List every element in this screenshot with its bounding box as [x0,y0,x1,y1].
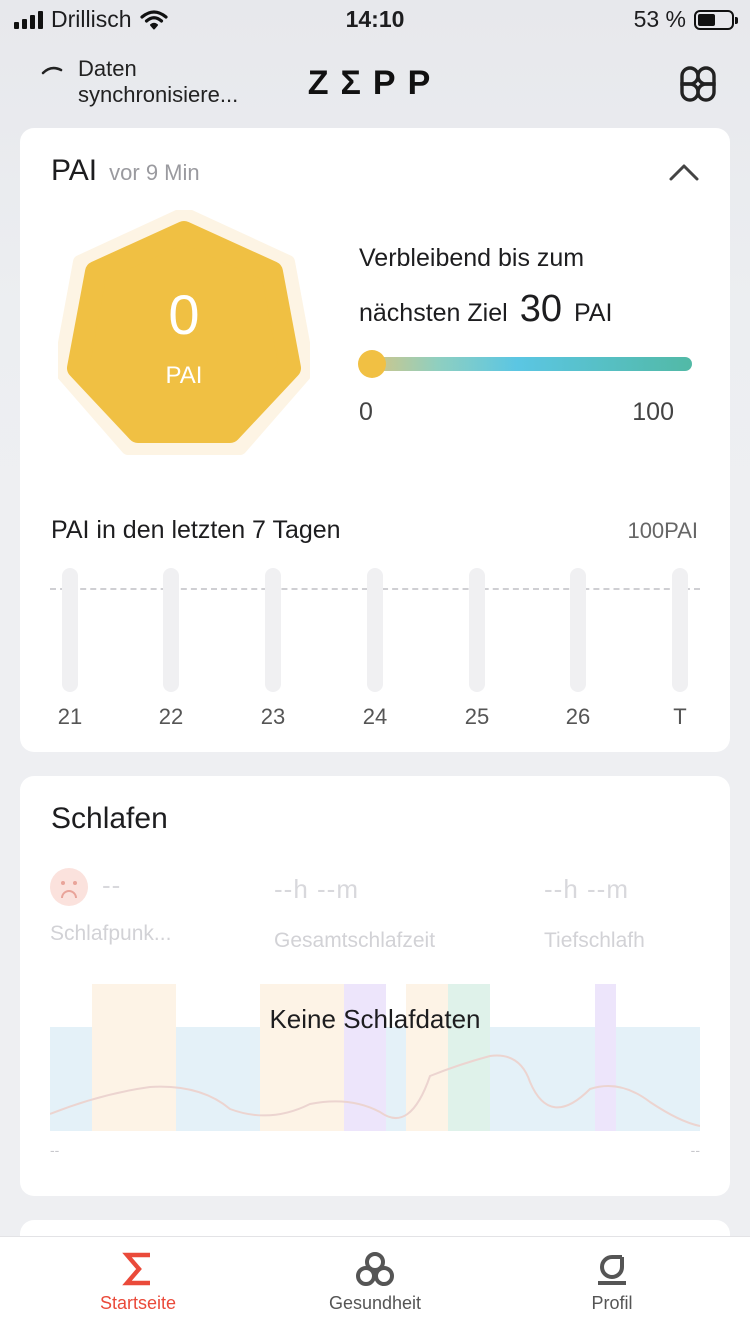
sleep-chart-placeholder [50,984,700,1134]
sleep-score-label: Schlafpunk... [50,922,172,945]
day-label: 25 [464,704,490,729]
sleep-score-metric: -- Schlafpunk... [50,868,171,946]
day-bar [672,568,688,692]
sleep-band-awake [92,984,176,1131]
day-label: 21 [57,704,83,729]
day-bar [62,568,78,692]
total-sleep-label: Gesamtschlafzeit [274,929,436,952]
remaining-value: 30 [519,288,562,330]
day-column[interactable]: 21 [50,566,90,730]
day-column[interactable]: 23 [253,566,293,730]
tab-profile-label: Profil [591,1293,633,1313]
pai-progress-bar [358,350,692,378]
remaining-text-1: Verbleibend bis zum [359,244,585,272]
tab-home-label: Startseite [99,1293,177,1313]
progress-track [374,357,692,371]
signal-icon [14,10,43,29]
battery-percent: 53 % [633,6,686,32]
sync-spinner-icon [41,66,63,75]
tab-health[interactable]: Gesundheit [275,1251,475,1314]
day-label: 26 [565,704,591,729]
sleep-title: Schlafen [51,802,168,835]
progress-min-label: 0 [359,398,373,426]
sync-text: Daten synchronisiere... [78,56,238,108]
sync-line-1: Daten [78,56,137,81]
progress-max-label: 100 [632,398,674,426]
pai-title: PAI [51,154,98,187]
card-grid-icon[interactable] [678,64,718,104]
tab-home[interactable]: Startseite [38,1251,238,1314]
bottom-tab-bar: Startseite Gesundheit Profil [0,1236,750,1334]
collapse-chevron-icon[interactable] [668,162,700,182]
day-column[interactable]: 22 [151,566,191,730]
pai-score-value: 0 [168,283,200,346]
status-time: 14:10 [345,6,405,32]
tab-profile[interactable]: Profil [512,1251,712,1314]
deep-sleep-label: Tiefschlafh [544,929,645,952]
sync-line-2: synchronisiere... [78,82,239,107]
health-knot-icon [356,1252,394,1286]
pai-card[interactable]: PAI vor 9 Min 0 PAI Verbleibend bis zum n… [20,128,730,752]
pai-title-row: PAI vor 9 Min [51,154,200,188]
day-bar [163,568,179,692]
sleep-band-awake [406,984,448,1131]
week-chart[interactable]: 21 22 23 24 25 26 T [50,566,700,736]
day-bar [469,568,485,692]
carrier-label: Drillisch [51,6,132,32]
pai-score-unit: PAI [165,362,203,389]
remaining-label: nächsten Ziel [359,299,508,327]
sleep-axis-end: -- [690,1142,700,1158]
sync-status[interactable]: Daten synchronisiere... [40,56,238,108]
battery-icon [694,9,738,30]
profile-icon [598,1255,626,1285]
sleep-axis-start: -- [50,1142,60,1158]
week-chart-title: PAI in den letzten 7 Tagen [51,516,341,544]
app-header: Daten synchronisiere... ZΣPP [0,50,750,120]
zepp-logo: ZΣPP [307,64,443,102]
status-bar: Drillisch 14:10 53 % [0,0,750,40]
day-column[interactable]: 25 [457,566,497,730]
sleep-curve [50,1054,700,1127]
sleep-score-value: -- [102,869,122,900]
status-right: 53 % [633,6,738,33]
day-column[interactable]: 24 [355,566,395,730]
day-label: 22 [158,704,184,729]
sleep-card[interactable]: Schlafen -- Schlafpunk... --h --m Gesamt… [20,776,730,1196]
progress-indicator [358,350,386,378]
remaining-unit: PAI [573,299,613,327]
deep-sleep-value: --h --m [544,874,629,904]
wifi-icon [139,9,168,29]
pai-heptagon-shape [53,207,315,455]
day-label: 23 [260,704,286,729]
week-chart-max: 100PAI [627,518,698,543]
no-sleep-data-label: Keine Schlafdaten [269,1004,481,1034]
sigma-home-icon [122,1252,150,1286]
day-bar [367,568,383,692]
remaining-text-2: nächsten Ziel 30 PAI [359,288,612,331]
sleep-band-rem [595,984,616,1131]
day-column[interactable]: 26 [558,566,598,730]
day-label: 24 [362,704,388,729]
day-bar [265,568,281,692]
day-bar [570,568,586,692]
day-label: T [673,704,687,729]
status-left: Drillisch [14,6,168,33]
sad-face-icon [50,868,88,906]
day-column[interactable]: T [660,566,700,730]
pai-score-badge[interactable]: 0 PAI [53,207,315,462]
tab-health-label: Gesundheit [328,1293,422,1313]
total-sleep-metric: --h --m Gesamtschlafzeit [274,874,435,953]
pai-updated: vor 9 Min [109,160,200,185]
sleep-band-awake [260,984,344,1131]
total-sleep-value: --h --m [274,874,359,904]
deep-sleep-metric: --h --m Tiefschlafh [544,874,645,953]
